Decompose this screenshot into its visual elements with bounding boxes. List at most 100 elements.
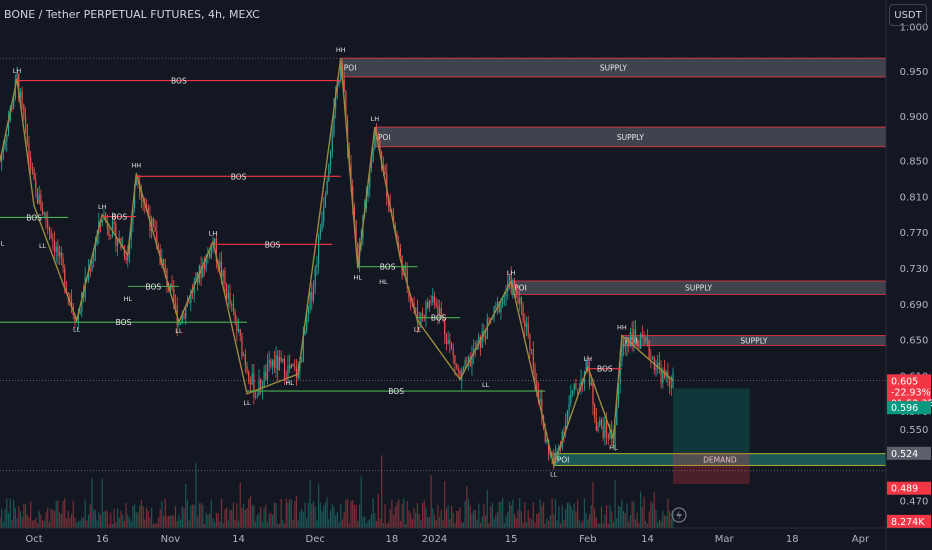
volume-bar: [638, 522, 640, 528]
volume-bar: [604, 514, 606, 528]
structure-label: LL: [243, 399, 251, 407]
candle-body: [202, 265, 204, 278]
candle-body: [529, 334, 531, 350]
candle-body: [605, 420, 608, 435]
volume-bar: [643, 496, 645, 528]
candle-body: [60, 252, 62, 259]
volume-bar: [505, 516, 507, 528]
candle-body: [343, 79, 345, 92]
candle-body: [65, 288, 68, 293]
candle-body: [553, 456, 555, 466]
volume-bar: [570, 505, 572, 528]
candle-body: [241, 336, 243, 357]
zone-type-label: DEMAND: [703, 456, 737, 465]
volume-bar: [266, 522, 269, 528]
candle-body: [537, 389, 540, 402]
candle-body: [520, 297, 522, 306]
volume-bar: [297, 520, 299, 528]
candle-body: [595, 418, 597, 431]
candle-body: [328, 164, 330, 181]
candle-body: [70, 299, 73, 307]
candle-body: [435, 302, 437, 306]
zone-type-label: SUPPLY: [617, 133, 644, 142]
volume-bar: [292, 519, 294, 528]
volume-bar: [433, 514, 436, 528]
volume-bar: [577, 499, 579, 528]
volume-bar: [152, 523, 154, 528]
candle-body: [244, 354, 246, 366]
candle-body: [64, 268, 66, 289]
candle-body: [40, 194, 42, 211]
candle-body: [162, 258, 165, 265]
structure-label: HL: [0, 239, 5, 247]
volume-bar: [93, 509, 95, 528]
candle-body: [222, 270, 224, 278]
volume-bar: [222, 523, 224, 528]
candle-body: [91, 261, 93, 271]
candle-body: [570, 392, 572, 404]
candle-body: [641, 333, 643, 338]
volume-bar: [348, 523, 350, 528]
currency-button[interactable]: USDT: [889, 4, 927, 26]
volume-bar: [503, 523, 505, 528]
candle-body: [423, 315, 425, 317]
volume-bar: [423, 500, 425, 528]
volume-bar: [108, 523, 110, 528]
candle-body: [577, 389, 579, 391]
candle-body: [36, 188, 39, 204]
zone-type-label: SUPPLY: [600, 64, 627, 73]
volume-bar: [321, 511, 323, 528]
zone-poi-label: POI: [557, 456, 570, 465]
volume-bar: [377, 494, 379, 528]
candle-body: [53, 240, 56, 252]
candle-body: [164, 264, 166, 270]
volume-bar: [452, 513, 454, 528]
volume-bar: [631, 500, 633, 528]
candle-body: [186, 302, 189, 306]
candle-body: [166, 269, 168, 286]
volume-bar: [554, 498, 557, 528]
volume-bar: [479, 522, 482, 528]
candle-body: [566, 410, 568, 422]
volume-bar: [186, 500, 189, 528]
volume-bar: [357, 520, 359, 528]
candle-body: [283, 359, 286, 378]
candle-body: [556, 450, 558, 453]
structure-label: LL: [414, 325, 422, 333]
bos-label: BOS: [171, 77, 187, 86]
volume-bar: [588, 514, 591, 528]
volume-bar: [169, 515, 171, 528]
candle-body: [640, 333, 642, 349]
candle-body: [185, 305, 187, 319]
candle-body: [631, 331, 633, 347]
candle-body: [139, 183, 141, 196]
candle-body: [31, 168, 33, 170]
candle-body: [478, 336, 480, 343]
volume-bar: [580, 522, 582, 528]
volume-bar: [392, 515, 395, 528]
volume-bar: [23, 504, 25, 528]
price-tag-bg: [887, 446, 931, 460]
volume-bar: [304, 502, 306, 528]
bos-label: BOS: [380, 263, 396, 272]
volume-bar: [328, 519, 330, 528]
volume-bar: [469, 505, 471, 528]
volume-bar: [655, 509, 657, 528]
candle-body: [444, 320, 446, 335]
x-tick-label: 18: [386, 534, 399, 545]
replay-icon[interactable]: [671, 507, 687, 523]
volume-bar: [445, 508, 448, 528]
volume-bar: [19, 511, 22, 528]
volume-bar: [53, 511, 56, 528]
volume-bar: [413, 507, 415, 528]
price-tag-bg: [887, 514, 931, 528]
candle-body: [367, 187, 369, 196]
candle-body: [178, 323, 180, 326]
volume-bar: [122, 514, 124, 528]
volume-bar: [251, 505, 253, 528]
candle-body: [568, 403, 570, 411]
volume-bar: [33, 519, 35, 528]
candle-body: [88, 269, 90, 280]
volume-bar: [86, 520, 88, 528]
